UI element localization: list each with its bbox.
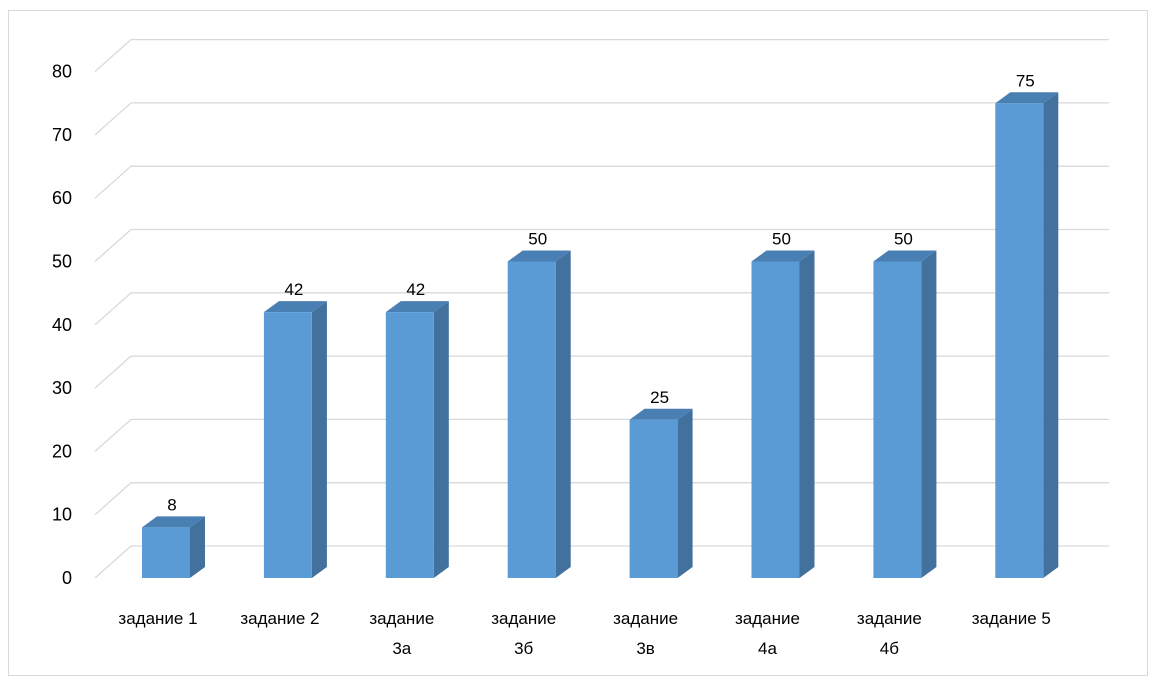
gridline-diagonal bbox=[94, 418, 132, 452]
bar bbox=[873, 250, 937, 578]
y-tick-label: 0 bbox=[62, 568, 72, 588]
gridline-diagonal bbox=[94, 39, 132, 73]
bar bbox=[507, 250, 571, 578]
y-tick-label: 30 bbox=[52, 378, 72, 398]
bar-front bbox=[995, 103, 1044, 578]
x-category-label: 3а bbox=[392, 639, 411, 658]
x-category-label: задание bbox=[369, 609, 434, 628]
bar-side bbox=[433, 301, 449, 578]
bar-top bbox=[385, 301, 449, 313]
bar-side bbox=[921, 250, 937, 578]
bar bbox=[385, 301, 449, 578]
bar-top bbox=[142, 516, 205, 528]
grid-layer bbox=[94, 38, 1109, 579]
gridline-diagonal bbox=[94, 545, 132, 579]
bar-top bbox=[751, 250, 815, 262]
data-label: 75 bbox=[1016, 71, 1035, 90]
bar bbox=[263, 301, 327, 578]
bar-side bbox=[677, 408, 693, 578]
gridline-diagonal bbox=[94, 355, 132, 389]
data-label: 50 bbox=[894, 230, 913, 249]
x-category-label: задание bbox=[491, 609, 556, 628]
x-category-label: задание bbox=[613, 609, 678, 628]
bar-top bbox=[873, 250, 937, 262]
bar-side bbox=[799, 250, 815, 578]
x-category-label: задание 1 bbox=[118, 609, 197, 628]
bar bbox=[142, 516, 205, 578]
bar-top bbox=[629, 408, 693, 420]
bar-top bbox=[507, 250, 571, 262]
bar-side bbox=[190, 516, 205, 578]
gridline-diagonal bbox=[94, 292, 132, 326]
bar-side bbox=[555, 250, 571, 578]
bar-front bbox=[507, 261, 556, 578]
x-category-label: задание 2 bbox=[240, 609, 319, 628]
y-tick-label: 80 bbox=[52, 62, 72, 82]
y-tick-label: 50 bbox=[52, 252, 72, 272]
x-category-label: 4б bbox=[880, 639, 899, 658]
data-label: 50 bbox=[772, 230, 791, 249]
bar-top bbox=[995, 92, 1059, 104]
x-category-label: задание 5 bbox=[972, 609, 1051, 628]
gridline-diagonal bbox=[94, 229, 132, 262]
bars-layer bbox=[142, 92, 1059, 578]
bar-front bbox=[751, 261, 800, 578]
data-label: 42 bbox=[406, 280, 425, 299]
y-tick-label: 40 bbox=[52, 315, 72, 335]
y-tick-label: 10 bbox=[52, 505, 72, 525]
data-label: 42 bbox=[284, 280, 303, 299]
y-tick-label: 20 bbox=[52, 441, 72, 461]
gridline-diagonal bbox=[94, 165, 132, 199]
x-category-label: 4а bbox=[758, 639, 777, 658]
bar-front bbox=[263, 312, 312, 578]
data-label: 25 bbox=[650, 388, 669, 407]
bar-front bbox=[629, 419, 678, 578]
y-tick-label: 60 bbox=[52, 188, 72, 208]
bar-side bbox=[311, 301, 327, 578]
bar bbox=[751, 250, 815, 578]
bar-side bbox=[1043, 92, 1059, 578]
bar-top bbox=[263, 301, 327, 313]
x-category-label: задание bbox=[735, 609, 800, 628]
data-label: 50 bbox=[528, 230, 547, 249]
bar-front bbox=[385, 312, 434, 578]
data-label: 8 bbox=[167, 495, 176, 514]
bar-front bbox=[873, 261, 922, 578]
x-category-label: 3в bbox=[636, 639, 655, 658]
bar-front bbox=[142, 527, 190, 578]
x-category-label: 3б bbox=[514, 639, 533, 658]
bar bbox=[995, 92, 1059, 578]
labels-layer: 0 10 20 30 40 50 60 70 80 8 задание 1 42 задание 2 42… bbox=[52, 62, 1051, 658]
gridline-diagonal bbox=[94, 482, 132, 516]
bar bbox=[629, 408, 693, 578]
y-tick-label: 70 bbox=[52, 125, 72, 145]
gridline-diagonal bbox=[94, 102, 132, 136]
x-category-label: задание bbox=[857, 609, 922, 628]
